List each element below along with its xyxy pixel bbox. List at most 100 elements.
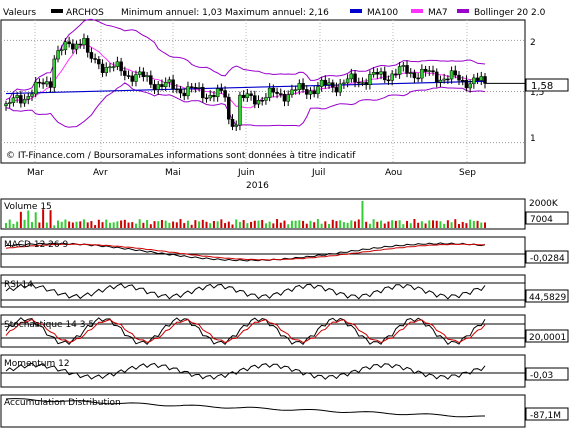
volume-bar — [376, 221, 379, 228]
candle-body — [223, 90, 227, 98]
momentum-title: Momentum 12 — [4, 359, 70, 369]
candle-body — [267, 87, 272, 98]
volume-bar — [68, 221, 71, 228]
header: Valeurs ARCHOS Minimum annuel: 1,03 Maxi… — [3, 8, 546, 18]
candle-body — [204, 97, 209, 100]
ma100-legend: MA100 — [367, 8, 398, 18]
volume-bar — [8, 219, 11, 228]
volume-value: 7004 — [530, 215, 553, 225]
candle-body — [434, 71, 439, 83]
price-tick-1: 1 — [530, 134, 536, 144]
month-label-mai: Mai — [165, 168, 181, 178]
volume-bar — [82, 219, 85, 228]
candle-body — [89, 52, 94, 59]
volume-bar — [287, 224, 290, 228]
volume-bar — [406, 220, 409, 228]
candle-body — [26, 96, 31, 100]
accumulation-value-box — [525, 407, 569, 421]
volume-bar — [469, 219, 472, 228]
candle-body — [59, 49, 64, 52]
candle-body — [108, 66, 112, 69]
volume-bar — [42, 209, 45, 228]
volume-bar — [224, 223, 227, 228]
volume-bar — [272, 223, 275, 228]
volume-bar — [168, 222, 171, 228]
candle-body — [227, 96, 231, 120]
volume-bars — [5, 201, 486, 228]
volume-bar — [242, 220, 245, 228]
candle-body — [408, 72, 413, 75]
candle-body — [342, 82, 346, 85]
volume-bar — [387, 221, 390, 228]
volume-bar — [335, 221, 338, 228]
volume-bar — [424, 223, 427, 228]
volume-bar — [116, 221, 119, 228]
ma7-legend: MA7 — [428, 8, 448, 18]
candle-body — [56, 50, 60, 60]
candle-body — [208, 95, 212, 99]
candle-body — [234, 124, 238, 127]
candle-body — [197, 87, 201, 89]
month-label-juil: Juil — [311, 168, 325, 178]
bollinger-upper-line — [5, 18, 486, 101]
volume-bar — [220, 219, 223, 228]
candle-body — [319, 79, 324, 87]
candle-body — [382, 71, 387, 81]
candle-body — [327, 82, 331, 86]
candle-body — [253, 95, 257, 105]
macd-title: MACD 12 26 9 — [4, 240, 68, 250]
volume-bar — [350, 220, 353, 228]
candle-body — [264, 97, 268, 101]
candle-body — [104, 67, 109, 73]
macd-value-box — [525, 250, 569, 264]
candle-body — [178, 89, 183, 94]
volume-bar — [328, 223, 331, 228]
momentum-value-box — [525, 367, 569, 381]
candle-body — [275, 91, 279, 94]
month-label-avr: Avr — [93, 168, 108, 178]
stochastic-k-line — [5, 317, 486, 346]
price-tick-2: 2 — [530, 38, 536, 48]
price-overlays — [5, 18, 526, 128]
volume-bar — [175, 222, 178, 228]
volume-bar — [183, 223, 186, 228]
volume-bar — [454, 219, 457, 228]
candle-body — [316, 86, 320, 95]
accumulation-line — [5, 398, 485, 418]
volume-bar — [49, 210, 52, 228]
candle-body — [93, 58, 97, 60]
candle-body — [468, 83, 472, 89]
candle-body — [82, 38, 86, 46]
volume-bar — [56, 220, 59, 228]
volume-bar — [398, 220, 401, 228]
volume-bar — [465, 223, 468, 228]
volume-bar — [361, 201, 364, 228]
rsi-panel: RSI 14 44,5829 — [0, 274, 569, 308]
volume-bar — [30, 222, 33, 228]
candle-body — [160, 84, 164, 88]
volume-bar — [313, 222, 316, 228]
month-label-juin: Juin — [237, 168, 255, 178]
volume-bar — [5, 223, 7, 228]
candle-body — [152, 84, 157, 90]
ticker-swatch — [51, 9, 63, 13]
volume-bar — [190, 224, 193, 228]
volume-bar — [212, 221, 215, 228]
candle-body — [360, 82, 365, 84]
volume-bar — [75, 221, 78, 228]
volume-bar — [450, 222, 453, 228]
candle-body — [301, 83, 305, 90]
price-tick-1-5: 1,5 — [530, 88, 544, 98]
candle-body — [290, 89, 294, 95]
volume-bar — [38, 222, 41, 228]
candle-body — [368, 74, 372, 86]
volume-bar — [216, 221, 219, 228]
momentum-panel: Momentum 12 -0,03 — [0, 354, 569, 388]
candle-body — [130, 75, 134, 82]
candle-body — [149, 75, 153, 85]
candle-body — [74, 43, 79, 50]
volume-bar — [53, 225, 56, 228]
volume-bar — [101, 222, 104, 228]
volume-bar — [443, 223, 446, 228]
volume-bar — [138, 219, 141, 228]
